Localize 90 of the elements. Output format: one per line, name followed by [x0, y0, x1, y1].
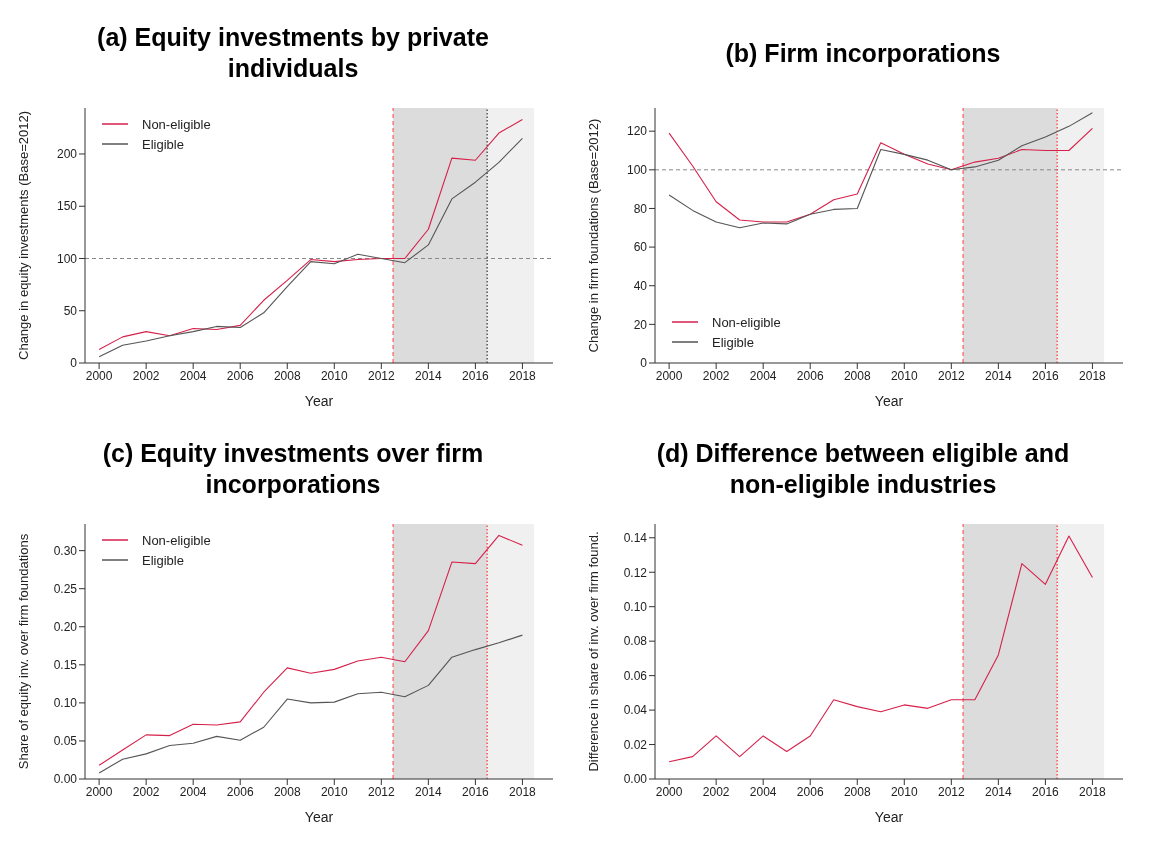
- y-tick-label: 0.15: [53, 658, 78, 673]
- x-tick-label: 2008: [273, 784, 301, 799]
- x-tick-label: 2006: [226, 784, 254, 799]
- y-tick-label: 20: [633, 317, 648, 332]
- legend-label: Non-eligible: [142, 532, 211, 548]
- y-tick-label: 0: [70, 356, 78, 371]
- x-tick-label: 2004: [179, 784, 207, 799]
- x-tick-label: 2008: [273, 368, 301, 383]
- legend-label: Eligible: [142, 136, 184, 152]
- x-tick-label: 2014: [985, 784, 1013, 799]
- y-tick-label: 60: [633, 240, 648, 255]
- y-tick-label: 0.10: [53, 696, 78, 711]
- x-axis-title: Year: [304, 809, 334, 825]
- x-tick-label: 2016: [1032, 368, 1060, 383]
- x-axis-title: Year: [874, 809, 904, 825]
- x-tick-label: 2000: [655, 784, 683, 799]
- x-tick-label: 2010: [320, 368, 348, 383]
- line-series: [98, 534, 523, 766]
- x-tick-label: 2006: [226, 368, 254, 383]
- y-tick-label: 80: [633, 201, 648, 216]
- y-tick-label: 0.12: [623, 565, 648, 580]
- y-tick-label: 40: [633, 278, 648, 293]
- y-tick-label: 50: [63, 304, 78, 319]
- y-tick-label: 0.05: [53, 734, 78, 749]
- y-tick-label: 100: [56, 251, 78, 266]
- x-tick-label: 2008: [843, 368, 871, 383]
- y-tick-label: 0.25: [53, 581, 78, 596]
- x-tick-label: 2018: [509, 784, 537, 799]
- x-tick-label: 2004: [749, 368, 777, 383]
- y-tick-label: 0.08: [623, 634, 648, 649]
- y-tick-label: 0.00: [623, 772, 648, 787]
- y-axis-title: Change in firm foundations (Base=2012): [585, 118, 601, 353]
- x-axis-title: Year: [304, 393, 334, 409]
- y-tick-label: 0.00: [53, 772, 78, 787]
- chart-title: (c) Equity investments over firm incorporations: [101, 438, 485, 500]
- y-tick-label: 0.06: [623, 668, 648, 683]
- x-tick-label: 2012: [937, 368, 965, 383]
- y-tick-label: 0.02: [623, 737, 648, 752]
- y-tick-label: 150: [56, 199, 78, 214]
- line-series: [668, 112, 1093, 229]
- x-tick-label: 2014: [985, 368, 1013, 383]
- x-tick-label: 2002: [702, 784, 730, 799]
- legend-label: Eligible: [142, 552, 184, 568]
- x-tick-label: 2008: [843, 784, 871, 799]
- x-tick-label: 2012: [367, 784, 395, 799]
- y-tick-label: 0.20: [53, 620, 78, 635]
- y-tick-label: 0.04: [623, 703, 648, 718]
- y-tick-label: 0.10: [623, 599, 648, 614]
- chart-title: (b) Firm incorporations: [724, 37, 1002, 69]
- chart-title: (d) Difference between eligible and non-eligible industries: [655, 438, 1071, 500]
- y-tick-label: 200: [56, 147, 78, 162]
- x-tick-label: 2014: [415, 368, 443, 383]
- legend-label: Eligible: [712, 334, 754, 350]
- x-tick-label: 2014: [415, 784, 443, 799]
- x-tick-label: 2002: [132, 368, 160, 383]
- x-tick-label: 2000: [85, 784, 113, 799]
- y-tick-label: 0: [640, 356, 648, 371]
- x-tick-label: 2010: [890, 784, 918, 799]
- x-tick-label: 2010: [890, 368, 918, 383]
- line-series: [668, 535, 1093, 763]
- x-tick-label: 2012: [937, 784, 965, 799]
- x-tick-label: 2018: [1079, 368, 1107, 383]
- chart-title: (a) Equity investments by private individuals: [96, 22, 490, 84]
- x-tick-label: 2010: [320, 784, 348, 799]
- x-tick-label: 2000: [655, 368, 683, 383]
- x-tick-label: 2016: [462, 784, 490, 799]
- legend-label: Non-eligible: [142, 116, 211, 132]
- y-axis-title: Change in equity investments (Base=2012): [15, 111, 31, 360]
- y-tick-label: 120: [626, 124, 648, 139]
- y-tick-label: 100: [626, 163, 648, 178]
- x-tick-label: 2004: [749, 784, 777, 799]
- y-axis-title: Difference in share of inv. over firm found.: [585, 531, 601, 772]
- y-axis-title: Share of equity inv. over firm foundations: [15, 533, 31, 770]
- y-tick-label: 0.14: [623, 531, 648, 546]
- x-axis-title: Year: [874, 393, 904, 409]
- x-tick-label: 2016: [462, 368, 490, 383]
- line-series: [98, 634, 523, 774]
- legend-label: Non-eligible: [712, 314, 781, 330]
- x-tick-label: 2016: [1032, 784, 1060, 799]
- x-tick-label: 2002: [132, 784, 160, 799]
- x-tick-label: 2006: [796, 368, 824, 383]
- x-tick-label: 2004: [179, 368, 207, 383]
- x-tick-label: 2012: [367, 368, 395, 383]
- x-tick-label: 2006: [796, 784, 824, 799]
- x-tick-label: 2018: [509, 368, 537, 383]
- x-tick-label: 2002: [702, 368, 730, 383]
- x-tick-label: 2018: [1079, 784, 1107, 799]
- line-series: [668, 127, 1093, 223]
- y-tick-label: 0.30: [53, 543, 78, 558]
- x-tick-label: 2000: [85, 368, 113, 383]
